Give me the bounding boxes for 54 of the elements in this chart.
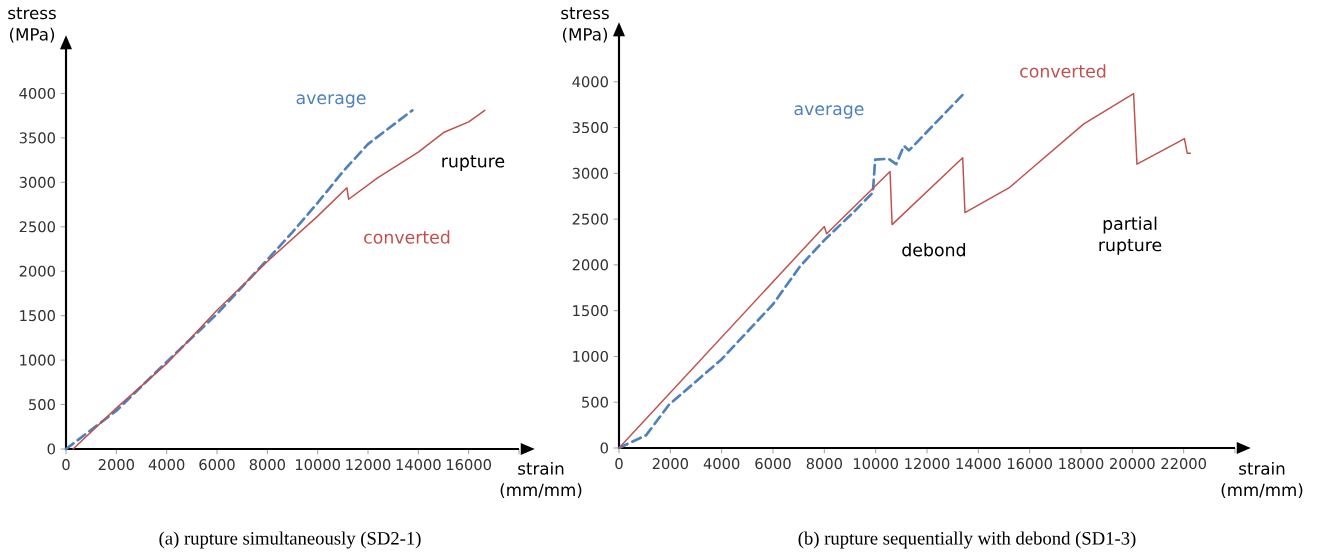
y-axis-title: stress (MPa): [561, 7, 609, 43]
y-tick-label: 1000: [20, 354, 55, 366]
x-tick-label: 0: [615, 458, 623, 470]
annotation: rupture: [442, 155, 505, 171]
x-tick-label: 8000: [806, 458, 842, 470]
x-tick-label: 14000: [956, 458, 1001, 470]
text: (a) rupture simultaneously (SD2-1): [159, 531, 421, 549]
y-tick-label: 2000: [19, 265, 55, 277]
y-tick-label: 3500: [572, 122, 608, 134]
annotation: debond: [902, 242, 965, 257]
y-tick-label: 2000: [572, 259, 608, 271]
y-tick-label: 4000: [572, 76, 608, 88]
line-series: [618, 92, 1192, 449]
x-tick-label: 6000: [199, 459, 235, 471]
x-tick-label: 12000: [346, 459, 391, 471]
x-tick-label: 2000: [98, 459, 135, 471]
y-tick-label: 500: [582, 396, 608, 408]
y-axis-title: stress (MPa): [8, 7, 56, 43]
x-tick-label: 4000: [148, 459, 185, 471]
text: (b) rupture sequentially with debond (SD1-3): [798, 531, 1136, 549]
y-tick-label: 2500: [572, 213, 608, 225]
y-tick-label: 0: [600, 442, 608, 454]
y-tick-label: 1000: [573, 350, 608, 362]
x-tick-label: 16000: [1007, 458, 1052, 470]
x-tick-label: 10000: [295, 459, 340, 471]
series-label: average: [296, 94, 366, 108]
x-tick-label: 4000: [703, 458, 740, 470]
y-tick-label: 3000: [19, 176, 55, 188]
y-tick-label: 2500: [19, 221, 55, 233]
x-tick-label: 0: [62, 459, 70, 471]
x-tick-label: 6000: [755, 458, 791, 470]
y-tick-label: 4000: [19, 87, 55, 99]
x-tick-label: 2000: [652, 458, 688, 470]
line-series: [617, 92, 966, 450]
y-tick-label: 3500: [19, 132, 55, 144]
x-tick-label: 20000: [1110, 458, 1155, 470]
y-tick-label: 500: [29, 399, 55, 411]
x-tick-label: 14000: [396, 459, 441, 471]
text: converted: [364, 230, 450, 244]
x-tick-label: 12000: [905, 458, 950, 470]
x-tick-label: 10000: [853, 458, 898, 470]
y-tick-label: 1500: [573, 305, 608, 317]
annotation: partial rupture: [1099, 216, 1162, 255]
x-axis-title: strain (mm/mm): [1221, 461, 1303, 499]
text: average: [794, 105, 864, 119]
x-tick-label: 22000: [1161, 458, 1206, 470]
x-axis-title: strain (mm/mm): [500, 461, 582, 499]
x-tick-label: 18000: [1059, 458, 1104, 470]
series-label: converted: [1020, 64, 1106, 78]
y-tick-label: 0: [47, 443, 55, 455]
y-tick-label: 1500: [20, 310, 55, 322]
x-tick-label: 16000: [446, 459, 491, 471]
y-tick-label: 3000: [572, 167, 608, 179]
x-tick-label: 8000: [249, 459, 286, 471]
